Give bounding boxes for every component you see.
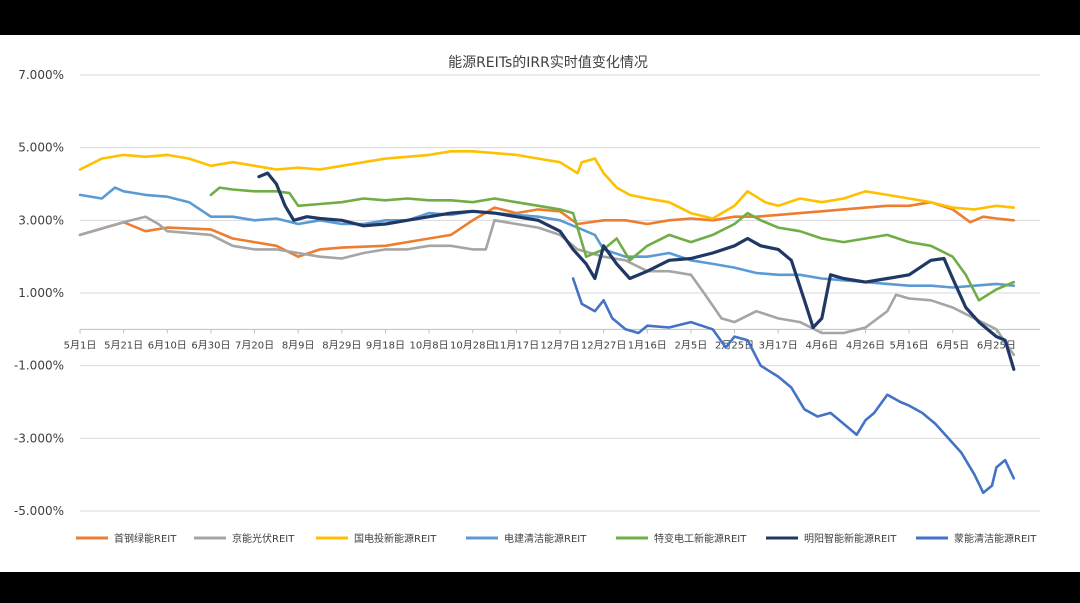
x-tick-label: 5月1日 (64, 339, 97, 351)
x-tick-label: 8月29日 (322, 339, 361, 351)
x-tick-label: 11月17日 (494, 339, 539, 351)
legend-label: 明阳智能新能源REIT (804, 532, 897, 545)
x-tick-label: 10月28日 (450, 339, 495, 351)
series-line-6 (257, 171, 1016, 371)
x-tick-label: 8月9日 (282, 339, 315, 351)
x-tick-label: 1月16日 (628, 339, 667, 351)
y-tick-label: 1.000% (18, 286, 64, 300)
y-tick-label: -5.000% (14, 504, 64, 518)
x-axis-ticks: 5月1日 5月21日 6月10日 6月30日 7月20日 8月9日 8月29日 9月18日 10… (64, 329, 1016, 351)
x-tick-label: 6月30日 (191, 339, 230, 351)
y-tick-label: 3.000% (18, 213, 64, 227)
x-tick-label: 7月20日 (235, 339, 274, 351)
legend-label: 特变电工新能源REIT (654, 532, 747, 545)
x-tick-label: 2月5日 (675, 339, 708, 351)
chart-frame: 能源REITs的IRR实时值变化情况 7.000% 5.000% 3.000% 1.0… (0, 35, 1080, 572)
x-tick-label: 4月26日 (846, 339, 885, 351)
x-tick-label: 9月18日 (366, 339, 405, 351)
series-layer (78, 150, 1016, 495)
x-tick-label: 6月10日 (148, 339, 187, 351)
legend-label: 电建清洁能源REIT (504, 532, 587, 545)
legend: 首钢绿能REIT 京能光伏REIT 国电投新能源REIT 电建清洁能源REIT 特变电工… (76, 532, 1037, 545)
y-tick-label: 7.000% (18, 68, 64, 82)
legend-label: 国电投新能源REIT (354, 532, 437, 545)
x-tick-label: 3月17日 (759, 339, 798, 351)
legend-label: 京能光伏REIT (232, 532, 295, 545)
line-chart: 能源REITs的IRR实时值变化情况 7.000% 5.000% 3.000% 1.0… (14, 55, 1040, 545)
series-line-5 (209, 186, 1016, 302)
series-line-1 (78, 200, 1016, 258)
series-line-3 (78, 150, 1016, 220)
y-tick-label: 5.000% (18, 141, 64, 155)
x-tick-label: 2月25日 (715, 339, 754, 351)
x-tick-label: 4月6日 (805, 339, 838, 351)
series-line-7 (571, 277, 1016, 495)
grid-layer (80, 74, 1040, 512)
legend-label: 首钢绿能REIT (114, 532, 177, 545)
y-tick-label: -1.000% (14, 359, 64, 373)
x-tick-label: 10月8日 (410, 339, 449, 351)
x-tick-label: 12月27日 (581, 339, 626, 351)
y-axis-ticks: 7.000% 5.000% 3.000% 1.000% -1.000% -3.000% -5… (14, 68, 64, 518)
x-tick-label: 12月7日 (540, 339, 579, 351)
x-tick-label: 5月16日 (890, 339, 929, 351)
x-tick-label: 5月21日 (104, 339, 143, 351)
y-tick-label: -3.000% (14, 431, 64, 445)
chart-title: 能源REITs的IRR实时值变化情况 (448, 55, 648, 71)
legend-label: 蒙能清洁能源REIT (954, 532, 1037, 545)
x-tick-label: 6月5日 (936, 339, 969, 351)
